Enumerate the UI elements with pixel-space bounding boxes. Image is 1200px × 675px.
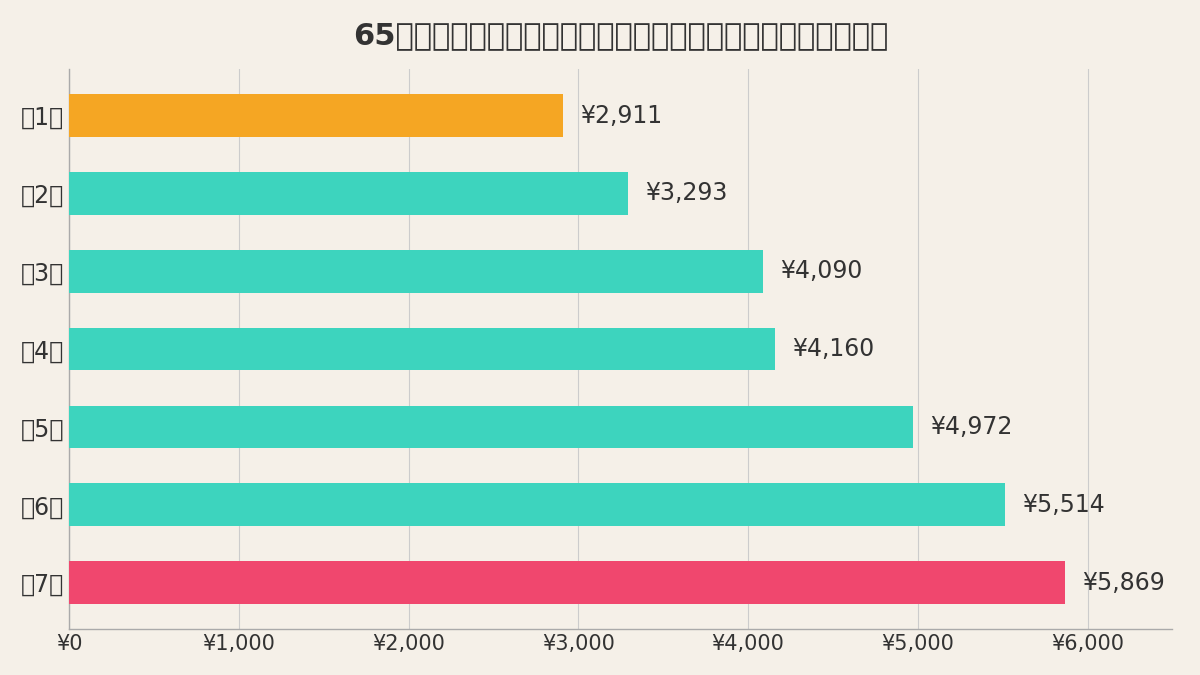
Bar: [70, 172, 628, 215]
Bar: [70, 94, 563, 137]
Bar: [70, 327, 775, 371]
Bar: [70, 483, 1006, 526]
Text: ¥5,869: ¥5,869: [1082, 570, 1165, 595]
Text: ¥2,911: ¥2,911: [581, 103, 662, 128]
Text: ¥5,514: ¥5,514: [1022, 493, 1105, 517]
Bar: [70, 561, 1066, 604]
Bar: [70, 250, 763, 293]
Text: ¥4,090: ¥4,090: [780, 259, 863, 284]
Title: 65歳以上が負担する保険料の基準額（月額）の全国平均の推移: 65歳以上が負担する保険料の基準額（月額）の全国平均の推移: [353, 21, 888, 50]
Text: ¥4,972: ¥4,972: [930, 415, 1013, 439]
Text: ¥3,293: ¥3,293: [646, 182, 727, 205]
Bar: [70, 406, 913, 448]
Text: ¥4,160: ¥4,160: [792, 337, 875, 361]
